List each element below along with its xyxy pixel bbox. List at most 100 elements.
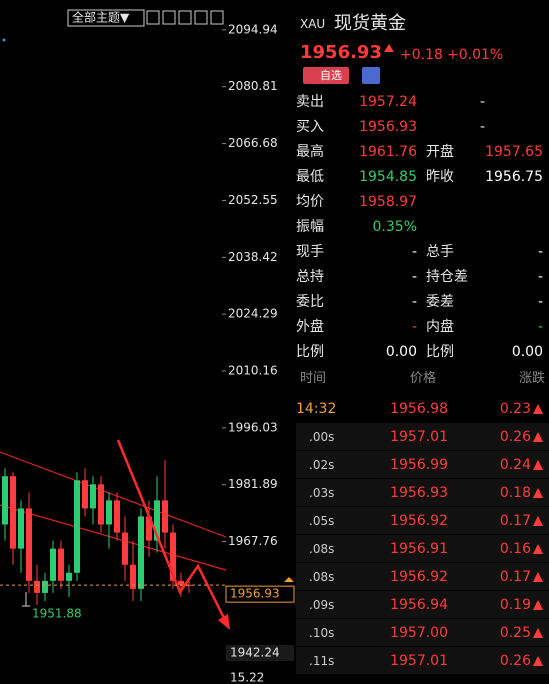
quote-value: 0.00 — [385, 344, 417, 360]
change: +0.18 — [400, 47, 443, 63]
quote-value: 0.35% — [372, 219, 417, 235]
candle-body — [178, 580, 184, 585]
quote-label: 外盘 — [296, 319, 324, 335]
table-header: 价格 — [409, 371, 436, 386]
watch-label[interactable]: 自选 — [320, 69, 342, 82]
quote-label: 委比 — [296, 294, 324, 310]
tick-price: 1956.92 — [390, 513, 448, 529]
candle-body — [26, 508, 32, 581]
bell-button[interactable] — [362, 67, 380, 84]
price-box — [225, 585, 295, 603]
y-tick-label: 2066.68 — [228, 136, 278, 150]
candle-body — [82, 480, 88, 509]
tick-change: 0.18 — [499, 485, 531, 501]
quote-value: - — [411, 294, 417, 310]
row-background — [296, 535, 549, 563]
quote-value: 1956.93 — [359, 119, 417, 135]
row-background — [296, 647, 549, 675]
row-background — [296, 507, 549, 535]
table-header: 时间 — [300, 371, 327, 386]
watch-button[interactable] — [303, 67, 349, 84]
tick-price: 1957.00 — [390, 625, 448, 641]
trend-line — [0, 451, 227, 538]
trend-line — [0, 504, 227, 571]
toolbar-icons[interactable] — [146, 10, 224, 25]
quote-value: - — [411, 269, 417, 285]
y-tick-label: 1967.76 — [228, 534, 278, 548]
tick-arrow — [533, 432, 543, 442]
tick-price: 1956.98 — [390, 401, 448, 417]
tick-change: 0.17 — [499, 513, 531, 529]
tick-change: 0.25 — [499, 625, 531, 641]
quote-label: 振幅 — [296, 219, 324, 235]
tick-change: 0.17 — [499, 569, 531, 585]
candle-body — [2, 476, 8, 525]
quote-label: 内盘 — [426, 319, 454, 335]
quote-label: 比例 — [296, 344, 324, 360]
chart: 全部主题▼ 2094.94 2080.81 2066.68 2052.55 2038.4… — [0, 9, 295, 684]
tick-arrow — [533, 656, 543, 666]
tick-change: 0.24 — [499, 457, 531, 473]
name: 现货黄金 — [334, 13, 406, 34]
tick-time: .11s — [309, 654, 335, 668]
row-background — [296, 479, 549, 507]
quote-value: - — [411, 244, 417, 260]
quote-label: 委差 — [426, 294, 454, 310]
y-tick-label: 2080.81 — [228, 79, 278, 93]
candle-body — [122, 532, 128, 565]
quote-value: 1957.65 — [485, 144, 543, 160]
candle-body — [90, 484, 96, 509]
quote-label: 总手 — [426, 244, 454, 260]
quote-label: 买入 — [296, 119, 324, 135]
price-box — [226, 645, 294, 661]
tick-time: .08s — [309, 542, 335, 556]
change-pct: +0.01% — [447, 47, 504, 63]
arrow-head — [218, 614, 230, 630]
candle-body — [10, 476, 16, 549]
candle-body — [34, 580, 40, 593]
theme-label[interactable]: 全部主题▼ — [72, 10, 130, 25]
quote-extra: - — [480, 94, 486, 110]
candle-body — [138, 516, 144, 589]
up-arrow — [384, 44, 394, 52]
quote-value: - — [537, 244, 543, 260]
tick-price: 1956.93 — [390, 485, 448, 501]
quote-value: 1954.85 — [359, 169, 417, 185]
quote-value: - — [537, 319, 543, 335]
tick-change: 0.19 — [499, 597, 531, 613]
quote-extra: - — [480, 119, 486, 135]
tick-time: 14:32 — [296, 401, 337, 417]
quote-label: 均价 — [296, 194, 324, 210]
tick-price: 1956.91 — [390, 541, 448, 557]
tick-time: .02s — [309, 458, 335, 472]
y-tick-label: 2024.29 — [228, 307, 278, 321]
tick-arrow — [533, 600, 543, 610]
candle-body — [66, 572, 72, 581]
candle-body — [58, 548, 64, 581]
tick-time: .10s — [309, 626, 335, 640]
theme-button[interactable] — [67, 9, 145, 27]
tick-arrow — [533, 460, 543, 470]
current-price: 1956.93 — [230, 587, 280, 601]
quote-value: - — [537, 269, 543, 285]
quote-label: 现手 — [296, 244, 324, 260]
quote-value: 1957.24 — [359, 94, 417, 110]
quote-label: 比例 — [426, 344, 454, 360]
quote-value: 1961.76 — [359, 144, 417, 160]
quote-value: 0.00 — [511, 344, 543, 360]
tick-arrow — [533, 516, 543, 526]
candle-body — [154, 500, 160, 541]
candle-body — [18, 508, 24, 549]
tick-price: 1956.94 — [390, 597, 448, 613]
quote-label: 卖出 — [296, 94, 324, 110]
tick-arrow — [533, 628, 543, 638]
candle-body — [162, 500, 168, 533]
volume-label: 15.22 — [230, 671, 264, 684]
tick-time: .03s — [309, 486, 335, 500]
tick-change: 0.26 — [499, 653, 531, 669]
tick-change: 0.16 — [499, 541, 531, 557]
tick-arrow — [533, 404, 543, 414]
tick-time: .09s — [309, 598, 335, 612]
table-header: 涨跌 — [518, 371, 545, 386]
